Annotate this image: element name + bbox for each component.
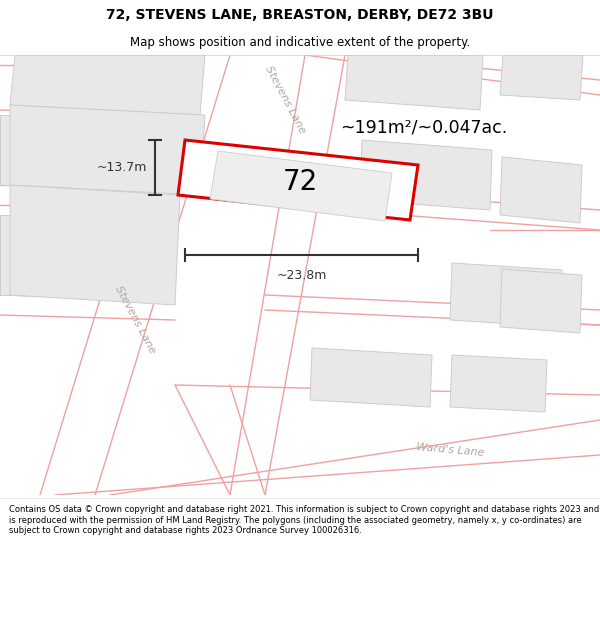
Polygon shape [450, 263, 562, 327]
Text: Ward's Lane: Ward's Lane [416, 442, 484, 458]
Text: Stevens Lane: Stevens Lane [263, 64, 307, 136]
Polygon shape [360, 140, 492, 210]
Polygon shape [0, 215, 140, 295]
Polygon shape [0, 115, 140, 185]
Text: Stevens Lane: Stevens Lane [113, 284, 157, 356]
Text: Map shows position and indicative extent of the property.: Map shows position and indicative extent… [130, 36, 470, 49]
Text: 72, STEVENS LANE, BREASTON, DERBY, DE72 3BU: 72, STEVENS LANE, BREASTON, DERBY, DE72 … [106, 8, 494, 22]
Text: Contains OS data © Crown copyright and database right 2021. This information is : Contains OS data © Crown copyright and d… [9, 506, 599, 535]
Polygon shape [10, 55, 205, 115]
Polygon shape [10, 105, 205, 195]
Text: 72: 72 [283, 168, 317, 196]
Polygon shape [450, 355, 547, 412]
Polygon shape [500, 157, 582, 223]
Polygon shape [500, 55, 583, 100]
Text: ~23.8m: ~23.8m [277, 269, 326, 282]
Text: ~191m²/~0.047ac.: ~191m²/~0.047ac. [340, 118, 507, 136]
Text: ~13.7m: ~13.7m [97, 161, 147, 174]
Polygon shape [178, 140, 418, 220]
Polygon shape [345, 55, 483, 110]
Polygon shape [10, 185, 180, 305]
Polygon shape [310, 348, 432, 407]
Polygon shape [500, 269, 582, 333]
Polygon shape [210, 151, 392, 221]
